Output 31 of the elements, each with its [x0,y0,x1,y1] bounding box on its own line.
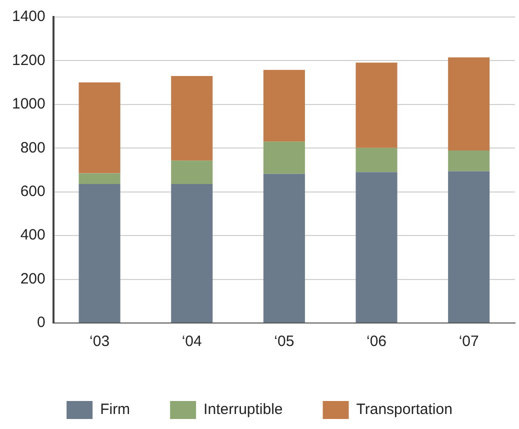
y-tick-label: 200 [20,270,46,288]
bar [448,150,490,172]
y-tick-label: 0 [37,314,46,332]
y-tick-label: 800 [20,139,46,156]
legend-label: Interruptible [204,401,283,418]
x-tick-label: ‘07 [458,333,479,350]
x-tick-label: ‘06 [366,333,387,350]
bar [448,171,490,322]
bar [78,173,120,184]
bar [356,172,398,322]
y-tick-label: 1200 [12,52,46,69]
x-tick-label: ‘05 [274,333,294,350]
bar [356,62,398,148]
bar [448,57,490,151]
bar [78,82,120,174]
x-tick-label: ‘04 [182,333,202,350]
bar [263,70,305,142]
x-tick-label: ‘03 [90,333,110,350]
bar [78,184,120,322]
bar [263,174,305,322]
bar [171,160,213,184]
bar [263,142,305,174]
y-tick-label: 1000 [12,96,46,113]
bar [356,148,398,172]
y-tick-label: 1400 [12,8,46,26]
y-tick-label: 400 [20,226,46,244]
y-tick-label: 600 [20,183,46,200]
bar [171,184,213,322]
legend-label: Transportation [356,401,452,418]
legend-label: Firm [100,401,130,418]
bar [171,76,213,161]
